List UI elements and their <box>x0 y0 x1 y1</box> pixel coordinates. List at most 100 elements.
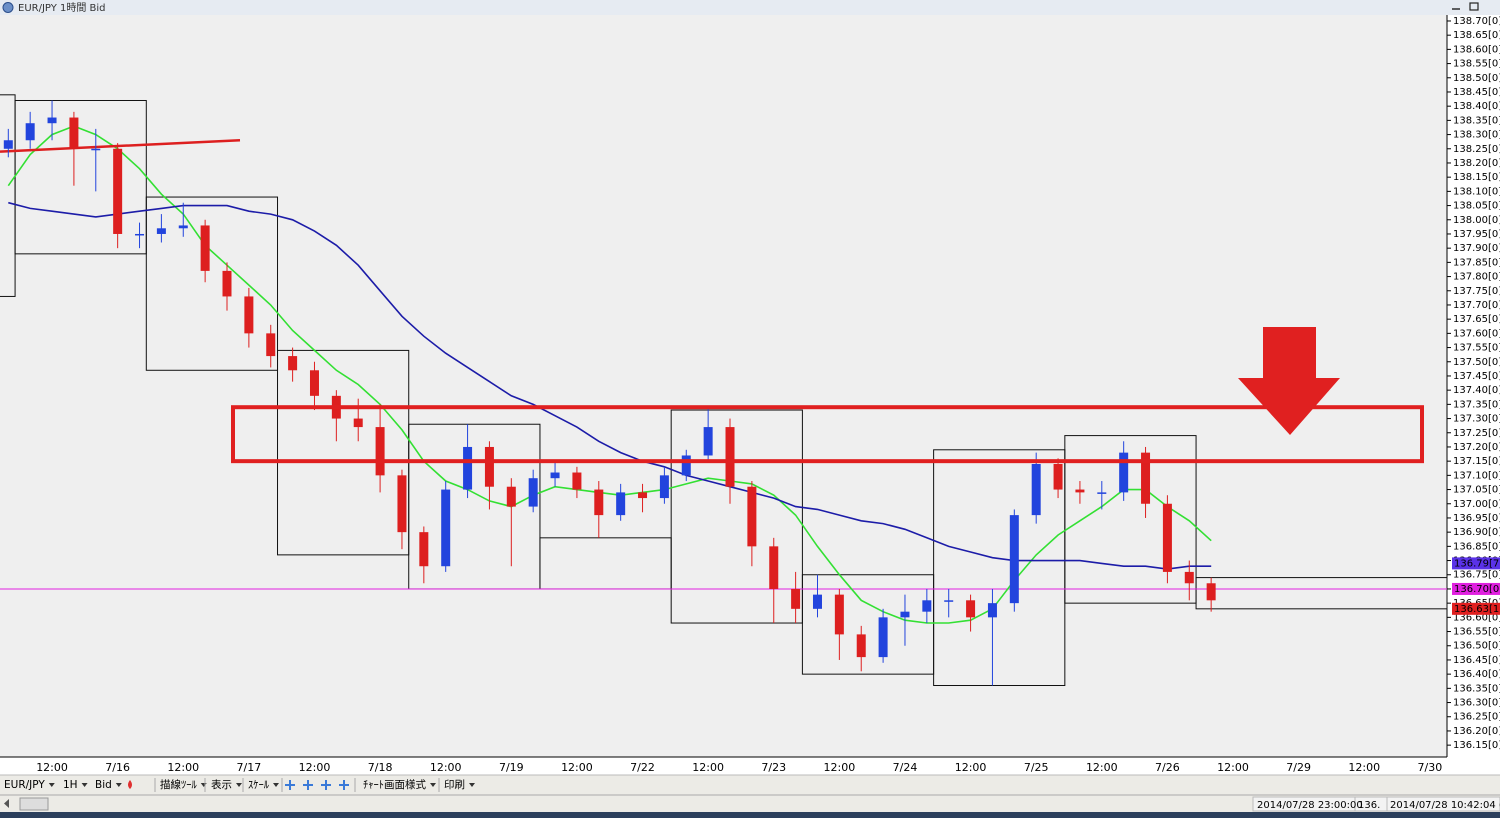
y-tick-label: 138.65[0] <box>1453 30 1500 41</box>
toolbar-item[interactable]: 表示 <box>211 778 232 791</box>
y-tick-label: 137.40[0] <box>1453 385 1500 396</box>
toolbar-item[interactable]: 印刷 <box>444 778 465 791</box>
candle-body <box>1053 463 1063 490</box>
candle-body <box>3 140 13 149</box>
candle-body <box>1206 583 1216 601</box>
y-tick-label: 138.60[0] <box>1453 44 1500 55</box>
y-tick-label: 137.85[0] <box>1453 257 1500 268</box>
x-tick-label: 12:00 <box>561 761 593 774</box>
y-tick-label: 136.30[0] <box>1453 698 1500 709</box>
candle-body <box>703 427 713 456</box>
trendline <box>0 139 241 153</box>
candle-body <box>812 594 822 609</box>
scale-icon[interactable] <box>285 780 295 790</box>
price-label-box <box>1452 557 1500 570</box>
maximize-button[interactable] <box>1469 2 1479 11</box>
x-tick-label: 7/23 <box>761 761 786 774</box>
status-time: 2014/07/28 23:00:00 <box>1257 800 1363 811</box>
flame-icon[interactable] <box>128 780 132 789</box>
x-tick-label: 12:00 <box>1348 761 1380 774</box>
scale-icon[interactable] <box>303 780 313 790</box>
dropdown-arrow <box>273 783 279 787</box>
y-tick-label: 136.25[0] <box>1453 712 1500 723</box>
plot-layer <box>0 94 1448 687</box>
scroll-left[interactable] <box>4 799 9 808</box>
x-tick-label: 7/16 <box>105 761 130 774</box>
y-tick-label: 136.40[0] <box>1453 669 1500 680</box>
x-tick-label: 12:00 <box>955 761 987 774</box>
price-label-box <box>1452 582 1500 595</box>
y-tick-label: 137.15[0] <box>1453 456 1500 467</box>
down-arrow <box>1238 327 1340 435</box>
axes-layer: 138.70[0] 138.65[0] 138.60[0] 138.55[0] 138.… <box>36 16 1500 774</box>
scroll-thumb[interactable] <box>19 797 49 811</box>
x-tick-label: 7/26 <box>1155 761 1180 774</box>
candle-body <box>1097 492 1107 494</box>
dropdown-arrow <box>430 783 436 787</box>
price-label-box <box>1452 602 1500 615</box>
toolbar-item[interactable]: EUR/JPY <box>4 779 45 791</box>
toolbar-item[interactable]: 描線ﾂｰﾙ <box>160 778 197 791</box>
candle-body <box>463 446 473 490</box>
candle-body <box>244 296 254 334</box>
candle-body <box>594 489 604 516</box>
status-cell <box>1386 796 1500 812</box>
y-tick-label: 136.45[0] <box>1453 655 1500 666</box>
window-title: EUR/JPY 1時間 Bid <box>18 2 106 14</box>
candle-body <box>506 486 516 507</box>
x-tick-label: 12:00 <box>299 761 331 774</box>
dropdown-arrow <box>115 783 122 787</box>
x-tick-label: 12:00 <box>692 761 724 774</box>
candle-body <box>135 233 145 236</box>
candle-body <box>616 492 626 516</box>
candle-body <box>572 472 582 490</box>
y-tick-label: 138.55[0] <box>1453 59 1500 70</box>
candle-body <box>200 225 210 271</box>
candle-body <box>288 356 298 371</box>
dropdown-arrow <box>236 783 242 787</box>
price-label: 136.70[0 <box>1454 584 1499 595</box>
y-tick-label: 137.25[0] <box>1453 428 1500 439</box>
y-tick-label: 136.50[0] <box>1453 641 1500 652</box>
toolbar-item[interactable]: 1H <box>63 779 78 791</box>
scale-icon[interactable] <box>339 780 349 790</box>
candle-body <box>484 446 494 487</box>
candle-body <box>25 123 35 141</box>
time-axis <box>0 757 1500 775</box>
candle-body <box>1009 515 1019 604</box>
y-tick-label: 138.30[0] <box>1453 130 1500 141</box>
candle-body <box>353 418 363 428</box>
candle-body <box>944 600 954 602</box>
app-icon <box>2 2 14 13</box>
y-tick-label: 137.20[0] <box>1453 442 1500 453</box>
candle-body <box>681 455 691 476</box>
y-tick-label: 138.25[0] <box>1453 144 1500 155</box>
candle-body <box>659 475 669 499</box>
candle-body <box>397 475 407 533</box>
candle-body <box>528 478 538 507</box>
y-tick-label: 136.95[0] <box>1453 513 1500 524</box>
toolbar-item[interactable]: ｽｹｰﾙ <box>248 779 270 791</box>
taskbar <box>0 812 1500 818</box>
y-tick-label: 137.75[0] <box>1453 286 1500 297</box>
candle-body <box>966 600 976 618</box>
x-tick-label: 7/22 <box>630 761 655 774</box>
candle-body <box>834 594 844 635</box>
candle-body <box>178 225 188 229</box>
candle-body <box>419 532 429 567</box>
y-tick-label: 138.10[0] <box>1453 186 1500 197</box>
candle-body <box>1141 452 1151 504</box>
y-tick-label: 137.50[0] <box>1453 357 1500 368</box>
y-tick-label: 136.85[0] <box>1453 541 1500 552</box>
y-tick-label: 136.35[0] <box>1453 683 1500 694</box>
candle-body <box>47 117 57 124</box>
toolbar-item[interactable]: Bid <box>95 779 112 791</box>
candle-body <box>1075 489 1085 493</box>
y-tick-label: 136.55[0] <box>1453 627 1500 638</box>
toolbar-items: EUR/JPY 1H Bid 描線ﾂｰﾙ 表示 ｽｹｰﾙ ﾁｬｰﾄ画面様式 印刷 <box>4 778 475 792</box>
scale-icon[interactable] <box>321 780 331 790</box>
y-tick-label: 138.40[0] <box>1453 101 1500 112</box>
x-tick-label: 12:00 <box>824 761 856 774</box>
toolbar-item[interactable]: ﾁｬｰﾄ画面様式 <box>363 778 426 791</box>
